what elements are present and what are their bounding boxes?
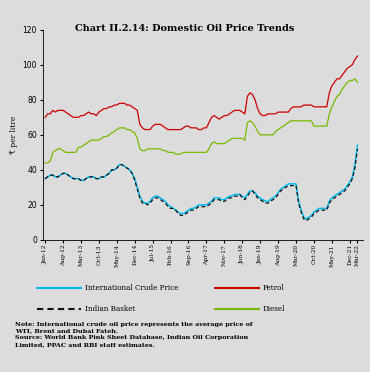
Text: Indian Basket: Indian Basket xyxy=(85,305,135,313)
Text: International Crude Price: International Crude Price xyxy=(85,284,179,292)
Text: Petrol: Petrol xyxy=(263,284,285,292)
Text: Note: International crude oil price represents the average price of
WTI, Brent a: Note: International crude oil price repr… xyxy=(15,322,252,347)
Text: Chart II.2.14: Domestic Oil Price Trends: Chart II.2.14: Domestic Oil Price Trends xyxy=(75,24,295,33)
Y-axis label: ₹ per litre: ₹ per litre xyxy=(10,116,18,154)
Text: Diesel: Diesel xyxy=(263,305,285,313)
